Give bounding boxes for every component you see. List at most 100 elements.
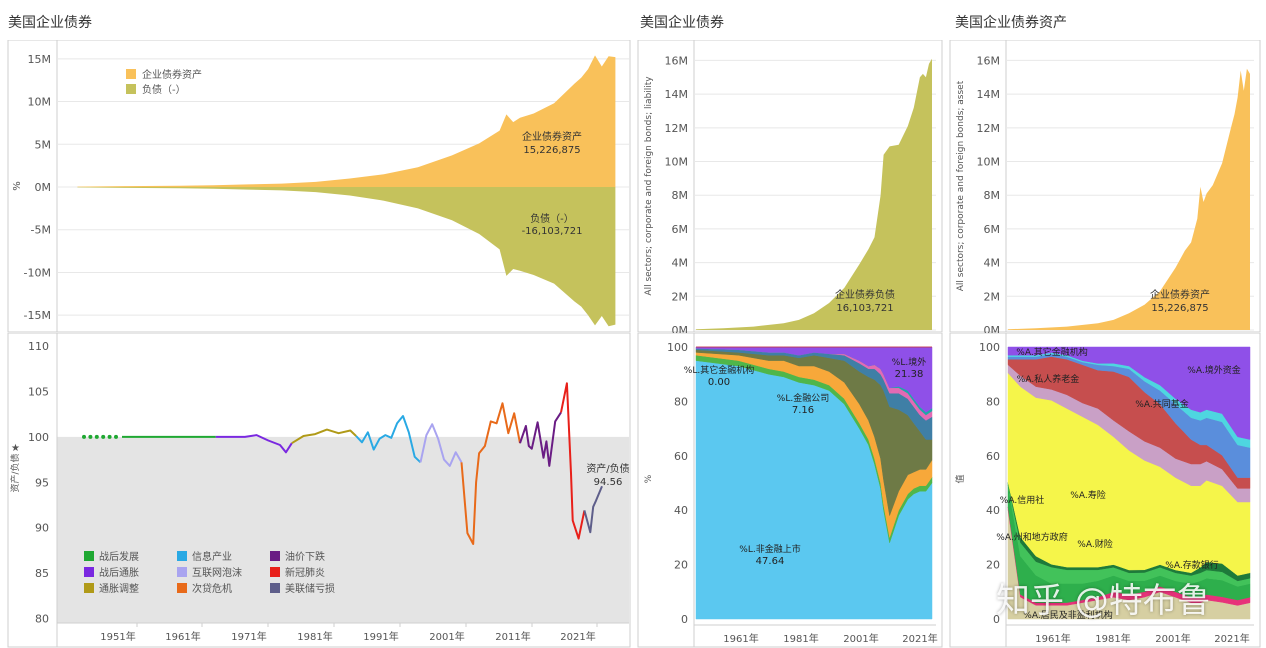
liability-shares-chart: 100 80 60 40 20 0% 1961年 1981年 2001年 2021年 %L.境外 21…: [636, 333, 944, 648]
liability-share-label: %L.境外: [892, 356, 926, 368]
asset-share-label: %A.信用社: [1000, 494, 1044, 506]
ratio-line-信息产业: [355, 415, 422, 464]
y-tick-label: 6M: [672, 223, 689, 236]
y-tick-label: 0: [681, 613, 688, 626]
y-tick-label: 0M: [672, 324, 689, 333]
watermark-text: 知乎 @特布鲁: [996, 581, 1211, 621]
chart-frame: [7, 333, 631, 648]
ratio-line-油价下跌: [519, 411, 562, 467]
legend-label: 信息产业: [192, 550, 232, 563]
ratio-annotation-label: 资产/负债: [586, 462, 629, 475]
y-tick-label: 4M: [984, 257, 1001, 270]
ratio-line-互联网泡沫: [419, 423, 463, 467]
asset-area: [77, 55, 616, 188]
legend-label: 油价下跌: [285, 550, 325, 563]
legend-label: 新冠肺炎: [285, 566, 325, 579]
x-tick-label: 1961年: [723, 632, 758, 645]
y-tick-label: 8M: [984, 189, 1001, 202]
asset-share-label: %A.私人养老金: [1017, 373, 1079, 385]
x-tick-label: 2021年: [1214, 632, 1249, 645]
y-tick-label: 6M: [984, 223, 1001, 236]
asset-share-label: %A.财险: [1077, 538, 1112, 550]
liability-annotation-label: 企业债券负债: [835, 288, 895, 301]
y-tick-label: 15M: [28, 53, 52, 66]
asset-share-label: %A.境外资金: [1187, 364, 1240, 376]
y-tick-label: 12M: [665, 122, 689, 135]
chart-frame: [7, 40, 631, 333]
y-axis-title: %: [644, 474, 654, 483]
y-tick-label: -15M: [24, 309, 51, 322]
y-tick-label: 2M: [984, 290, 1001, 303]
ratio-point-战后发展: [94, 434, 99, 439]
y-tick-label: 10M: [977, 156, 1001, 169]
y-tick-label: 20: [986, 559, 1000, 572]
chart-frame: [637, 333, 943, 648]
y-tick-label: 10M: [665, 156, 689, 169]
y-tick-label: -5M: [31, 224, 51, 237]
legend-swatch: [270, 583, 280, 593]
asset-annotation-label: 企业债券资产: [522, 130, 582, 143]
legend-label: 通胀调整: [99, 582, 139, 595]
x-tick-label: 2001年: [429, 630, 464, 643]
ratio-line-战后通胀: [215, 434, 293, 454]
ratio-annotation-value: 94.56: [594, 477, 623, 488]
x-tick-label: 2021年: [560, 630, 595, 643]
ratio-line-通胀调整: [291, 428, 357, 445]
y-axis-title: 资产/负债: [9, 453, 21, 492]
legend-label: 战后通胀: [99, 567, 139, 579]
liability-area: [696, 58, 932, 330]
y-tick-label: 40: [674, 504, 688, 517]
asset-shares-svg: 100 80 60 40 20 0 值 1961年 1981年 2001年 2021年 %A.其它金融…: [949, 333, 1261, 648]
ratio-point-战后发展: [82, 434, 86, 439]
asset-share-label: %A.存款银行: [1165, 559, 1218, 571]
liability-shares-svg: 100 80 60 40 20 0% 1961年 1981年 2001年 2021年 %L.境外21…: [637, 333, 943, 648]
x-tick-label: 1971年: [231, 630, 266, 643]
liability-area-chart: 16M 14M 12M 10M 8M 6M 4M 2M 0M All sectors; corpo…: [636, 40, 944, 333]
y-tick-label: -10M: [24, 266, 51, 279]
legend-swatch: [84, 567, 94, 577]
legend-label: 互联网泡沫: [192, 566, 242, 579]
asset-share-label: %A.居民及非盈利机构: [1023, 609, 1112, 621]
x-tick-label: 2021年: [902, 632, 937, 645]
liability-chart-title: 美国企业债券: [640, 15, 724, 31]
asset-area-svg: 16M 14M 12M 10M 8M 6M 4M 2M 0M All sectors; corpo…: [949, 40, 1261, 333]
legend-label: 战后发展: [99, 550, 139, 563]
ratio-point-战后发展: [101, 434, 106, 439]
main-area-svg: 15M10M5M0M-5M-10M-15M%企业债券资产负债（-）企业债券资产1…: [7, 40, 631, 333]
x-tick-label: 1981年: [297, 630, 332, 643]
y-tick-label: 100: [979, 341, 1000, 354]
x-tick-label: 1991年: [363, 630, 398, 643]
liability-share-value: 7.16: [792, 405, 814, 416]
y-axis-title: %: [12, 181, 23, 191]
liability-share-label: %L.非金融上市: [739, 543, 800, 555]
legend-label: 美联储亏损: [285, 582, 335, 595]
asset-area-chart: 16M 14M 12M 10M 8M 6M 4M 2M 0M All sectors; corpo…: [948, 40, 1262, 333]
legend-swatch: [270, 567, 280, 577]
legend-swatch: [84, 551, 94, 561]
y-tick-label: 80: [35, 612, 49, 625]
asset-share-label: %A.共同基金: [1135, 398, 1188, 410]
y-tick-label: 14M: [665, 88, 689, 101]
y-tick-label: 0M: [35, 181, 52, 194]
main-area-chart: 15M 10M 5M 0M -5M -10M -15M% 企业债券资产 负债（-） 企业债券资产 1…: [0, 40, 632, 333]
x-tick-label: 1951年: [100, 630, 135, 643]
liability-area: [77, 187, 616, 327]
y-tick-label: 80: [674, 395, 688, 408]
y-tick-label: 10M: [28, 96, 52, 109]
y-tick-label: 2M: [672, 290, 689, 303]
x-tick-label: 2011年: [495, 630, 530, 643]
y-tick-label: 85: [35, 567, 49, 580]
y-tick-label: 16M: [977, 54, 1001, 67]
ratio-line-chart: 110 105 100 95 90 85 80 资产/负债 ★ 1951年 1961年 1971年 19…: [0, 333, 632, 648]
y-tick-label: 110: [28, 340, 49, 353]
x-tick-label: 1961年: [165, 630, 200, 643]
y-axis-title: All sectors; corporate and foreign bonds…: [956, 80, 966, 291]
y-tick-label: 80: [986, 395, 1000, 408]
chart-frame: [949, 40, 1261, 333]
liability-share-label: %L.其它金融机构: [684, 364, 754, 376]
legend-swatch: [126, 84, 136, 94]
asset-share-label: %A.寿险: [1070, 489, 1105, 501]
liability-annotation-value: -16,103,721: [522, 226, 583, 237]
liability-share-label: %L.金融公司: [777, 392, 829, 404]
y-tick-label: 95: [35, 476, 49, 489]
